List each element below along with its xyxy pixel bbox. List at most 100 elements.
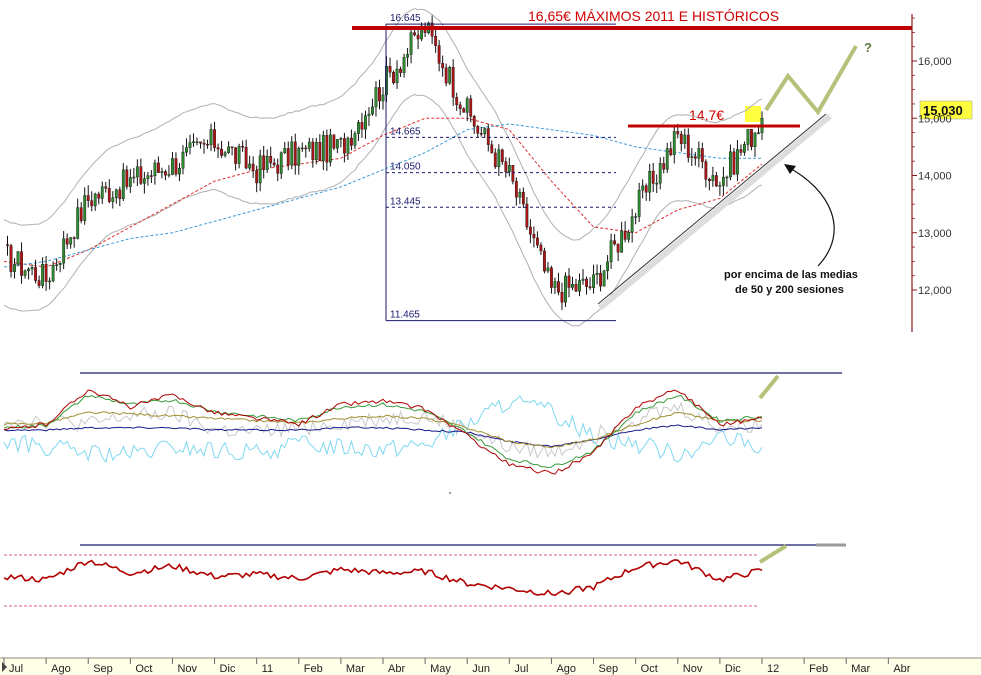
time-axis-background bbox=[0, 657, 981, 675]
candle-body bbox=[665, 148, 669, 170]
candle-body bbox=[648, 170, 652, 193]
candle-body bbox=[669, 148, 673, 156]
candle-body bbox=[511, 165, 515, 182]
candle-body bbox=[655, 182, 659, 185]
oscillator-dot bbox=[449, 492, 451, 494]
candle-body bbox=[188, 142, 192, 148]
candle-body bbox=[658, 163, 662, 184]
candle-body bbox=[346, 137, 350, 154]
candle-body bbox=[350, 137, 353, 146]
time-axis: Jul Ago Sep Oct Nov Dic 11 Feb Mar Abr May Jun Jul Ag… bbox=[0, 657, 981, 675]
price-panel: 16.645 14.665 14.050 13.445 11.465 12,000 13,0… bbox=[3, 8, 952, 332]
candle-body bbox=[293, 141, 297, 166]
candle-body bbox=[634, 216, 638, 218]
candle-body bbox=[300, 147, 304, 150]
candle-body bbox=[395, 68, 399, 84]
candle-body bbox=[97, 193, 101, 199]
candle-body bbox=[37, 280, 41, 286]
candle-body bbox=[58, 262, 62, 265]
candle-body bbox=[462, 108, 466, 113]
candle-body bbox=[553, 281, 557, 288]
candle-body bbox=[588, 286, 592, 288]
candle-body bbox=[342, 138, 346, 154]
time-axis-label: Feb bbox=[304, 663, 323, 675]
time-axis-label: Mar bbox=[851, 663, 870, 675]
candle-body bbox=[514, 181, 518, 198]
candle-body bbox=[528, 226, 532, 235]
oscillator-projection bbox=[758, 374, 780, 400]
candle-body bbox=[732, 151, 736, 175]
candle-body bbox=[142, 178, 146, 184]
candle-body bbox=[297, 147, 301, 166]
candle-body bbox=[679, 133, 683, 144]
oscillator-red-line bbox=[3, 389, 763, 475]
candle-body bbox=[455, 97, 459, 106]
time-axis-label: Feb bbox=[809, 663, 828, 675]
candle-body bbox=[571, 284, 574, 288]
candle-body bbox=[325, 135, 329, 163]
candle-body bbox=[602, 270, 606, 287]
candle-body bbox=[550, 267, 553, 288]
candle-body bbox=[620, 230, 624, 253]
time-axis-label: Abr bbox=[893, 663, 910, 675]
candle-body bbox=[651, 170, 655, 184]
candle-body bbox=[62, 238, 66, 264]
candle-body bbox=[458, 104, 462, 109]
time-axis-label: Mar bbox=[346, 663, 365, 675]
candle-body bbox=[567, 275, 571, 288]
candle-body bbox=[592, 274, 595, 288]
candle-body bbox=[525, 203, 529, 228]
oscillator-navy-line bbox=[3, 424, 763, 448]
candle-body bbox=[546, 267, 550, 272]
time-axis-label: Dic bbox=[220, 663, 236, 675]
candle-body bbox=[13, 264, 16, 272]
candle-body bbox=[20, 251, 23, 276]
candle-body bbox=[486, 128, 490, 145]
highlight-box bbox=[745, 106, 761, 122]
candle-body bbox=[402, 57, 406, 73]
candle-body bbox=[72, 237, 76, 239]
annotation-line-1: por encima de las medias bbox=[724, 269, 858, 281]
candle-body bbox=[413, 32, 416, 36]
candle-body bbox=[444, 67, 448, 84]
resistance-label: 14,7€ bbox=[689, 107, 724, 123]
candle-body bbox=[697, 148, 701, 159]
candle-body bbox=[241, 146, 245, 148]
candle-body bbox=[220, 148, 223, 156]
candle-body bbox=[479, 133, 483, 135]
candle-body bbox=[111, 197, 115, 202]
candle-body bbox=[86, 195, 90, 201]
candle-body bbox=[518, 191, 522, 198]
candle-body bbox=[707, 179, 711, 182]
candle-body bbox=[135, 166, 139, 178]
candle-body bbox=[476, 125, 480, 134]
candle-body bbox=[174, 158, 178, 175]
candle-body bbox=[258, 155, 262, 184]
candle-body bbox=[409, 32, 413, 55]
candle-body bbox=[114, 189, 118, 198]
time-axis-label: Nov bbox=[683, 663, 703, 675]
candle-body bbox=[83, 195, 87, 221]
candle-body bbox=[314, 141, 318, 161]
candle-body bbox=[335, 139, 339, 149]
candle-body bbox=[125, 169, 129, 187]
candle-body bbox=[641, 185, 645, 191]
candle-body bbox=[714, 175, 718, 187]
candle-body bbox=[318, 141, 322, 161]
candle-body bbox=[469, 98, 473, 117]
candle-body bbox=[686, 134, 690, 158]
candle-body bbox=[521, 191, 525, 205]
candle-body bbox=[743, 144, 746, 153]
fib-level-label: 13.445 bbox=[390, 196, 421, 207]
candle-body bbox=[265, 156, 269, 170]
candle-body bbox=[199, 141, 202, 144]
candle-body bbox=[149, 175, 153, 177]
candle-body bbox=[9, 245, 13, 272]
candle-body bbox=[157, 162, 160, 173]
candle-body bbox=[711, 175, 715, 182]
candle-body bbox=[483, 128, 487, 135]
time-axis-label: 11 bbox=[262, 663, 273, 675]
time-axis-label: Abr bbox=[388, 663, 405, 675]
candle-body bbox=[672, 131, 676, 156]
